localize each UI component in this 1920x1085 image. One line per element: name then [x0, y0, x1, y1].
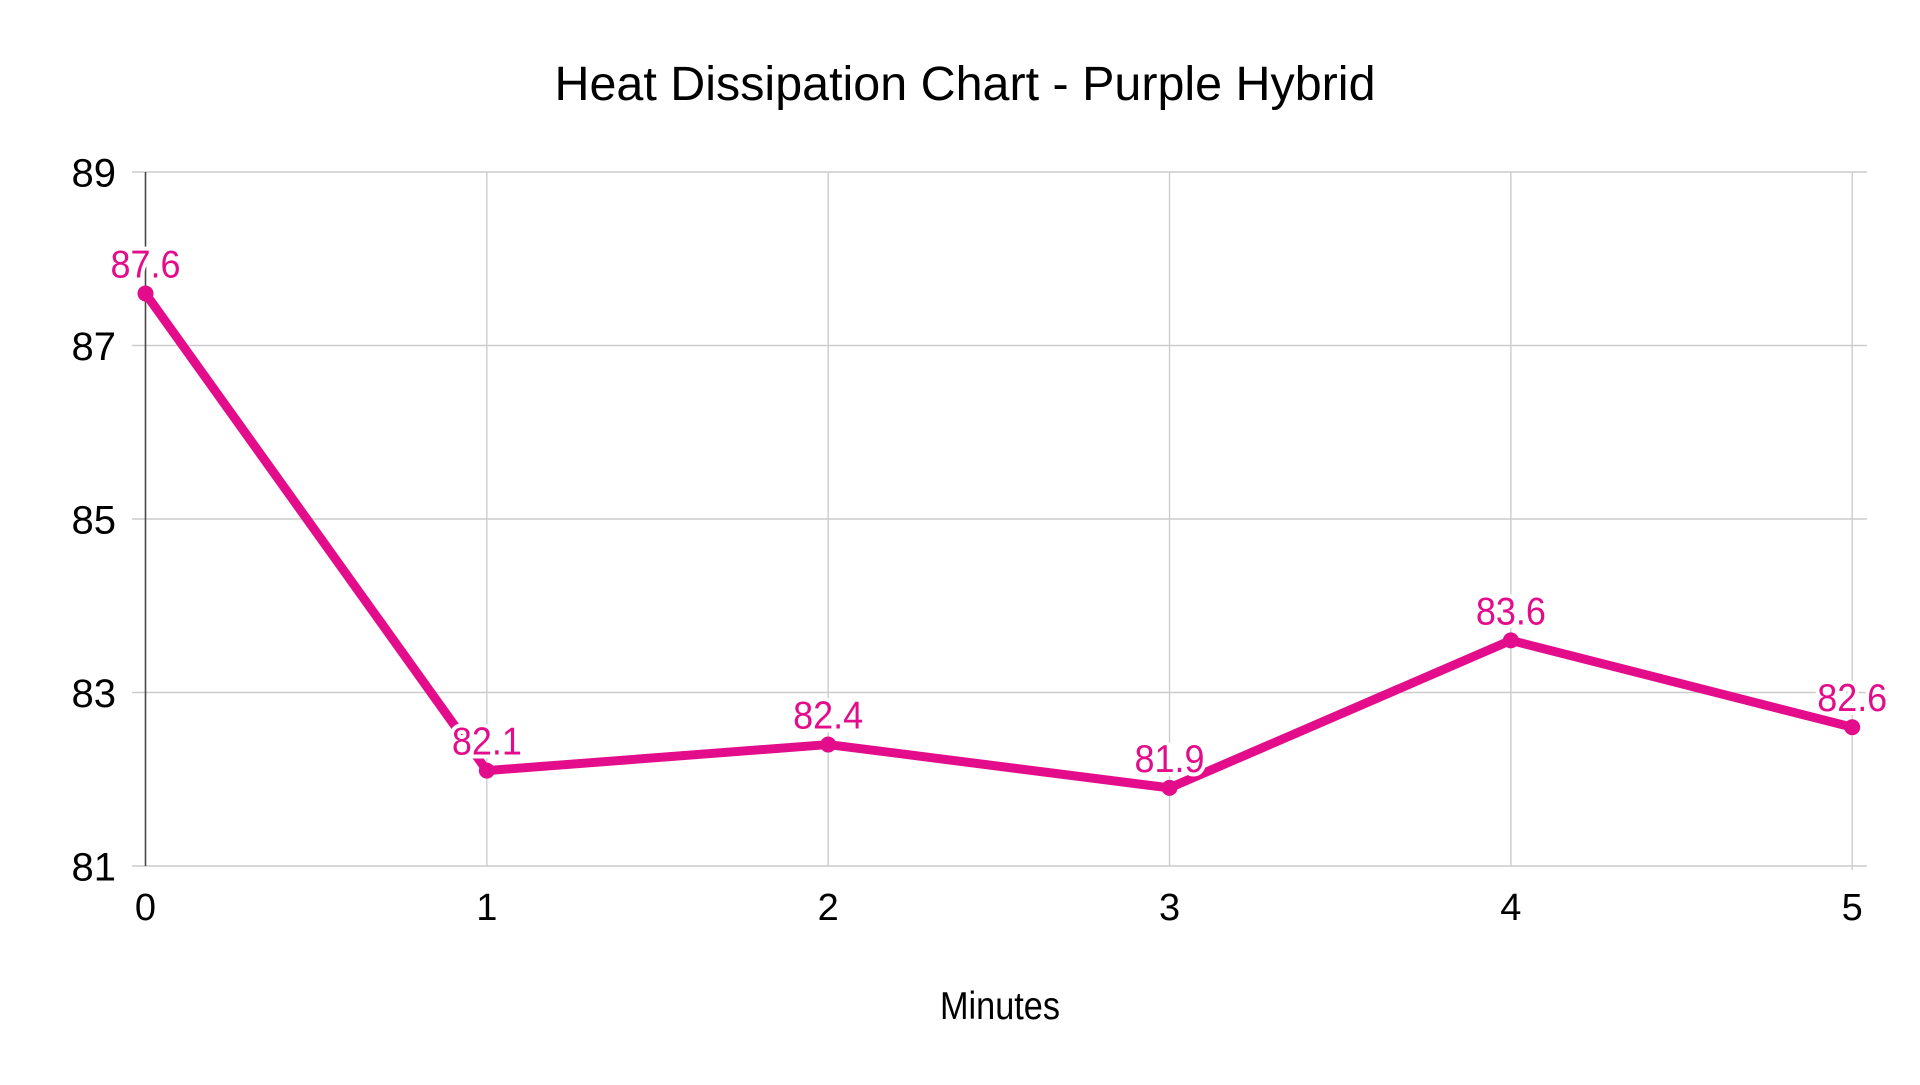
svg-text:82.6: 82.6: [1817, 677, 1887, 720]
svg-text:1: 1: [476, 887, 497, 929]
svg-text:82.4: 82.4: [793, 695, 863, 738]
svg-text:81: 81: [72, 845, 117, 889]
svg-text:87.6: 87.6: [111, 243, 181, 286]
svg-text:3: 3: [1159, 887, 1180, 929]
svg-text:82.1: 82.1: [452, 721, 522, 764]
svg-text:89: 89: [72, 151, 117, 195]
svg-text:87: 87: [72, 325, 117, 369]
svg-text:83.6: 83.6: [1476, 590, 1546, 633]
svg-text:85: 85: [72, 498, 117, 542]
svg-text:Minutes: Minutes: [940, 985, 1060, 1028]
svg-text:83: 83: [72, 672, 117, 716]
svg-text:Heat Dissipation Chart - Purpl: Heat Dissipation Chart - Purple Hybrid: [555, 58, 1376, 111]
svg-text:81.9: 81.9: [1135, 738, 1205, 781]
svg-text:4: 4: [1500, 887, 1521, 929]
svg-text:5: 5: [1842, 887, 1863, 929]
svg-text:2: 2: [818, 887, 839, 929]
svg-text:0: 0: [135, 887, 156, 929]
